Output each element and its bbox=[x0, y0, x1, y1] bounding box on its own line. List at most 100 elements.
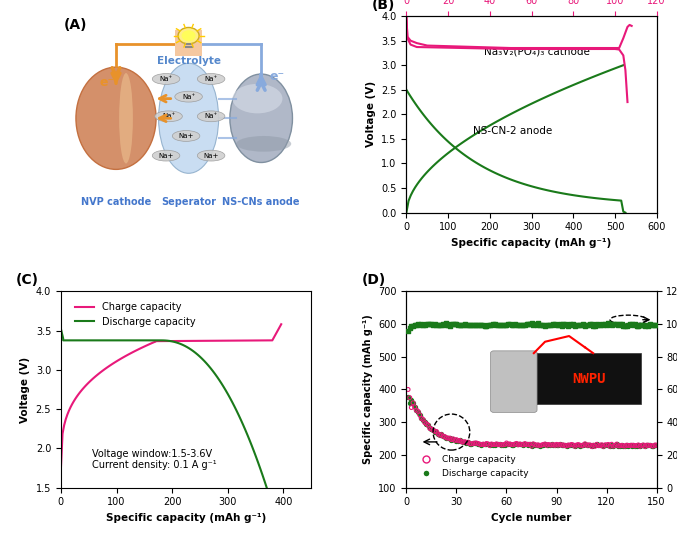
Point bbox=[525, 320, 536, 329]
Point bbox=[584, 320, 595, 329]
Point bbox=[630, 319, 640, 328]
Point bbox=[431, 427, 442, 436]
Ellipse shape bbox=[175, 91, 202, 102]
Point bbox=[435, 431, 445, 440]
Point bbox=[439, 433, 450, 441]
Point bbox=[436, 430, 447, 439]
Point bbox=[501, 440, 512, 449]
Point bbox=[406, 396, 417, 404]
Point bbox=[421, 420, 432, 428]
Point bbox=[411, 406, 422, 414]
Point bbox=[523, 319, 533, 328]
Point bbox=[605, 442, 615, 450]
Point bbox=[426, 425, 437, 434]
Point bbox=[500, 440, 510, 449]
Circle shape bbox=[178, 27, 199, 44]
Ellipse shape bbox=[173, 131, 200, 142]
Point bbox=[493, 321, 504, 329]
Ellipse shape bbox=[230, 74, 292, 162]
Ellipse shape bbox=[152, 150, 180, 161]
Point bbox=[623, 441, 634, 450]
Point bbox=[424, 424, 435, 433]
Point bbox=[451, 436, 462, 445]
Point bbox=[605, 442, 615, 451]
Point bbox=[569, 442, 580, 450]
Circle shape bbox=[181, 30, 196, 41]
Point bbox=[466, 440, 477, 448]
Point bbox=[503, 440, 514, 449]
Ellipse shape bbox=[232, 84, 282, 114]
Point bbox=[583, 321, 594, 329]
Point bbox=[538, 321, 548, 330]
Point bbox=[436, 430, 447, 438]
Point bbox=[429, 427, 440, 436]
Text: Na⁺: Na⁺ bbox=[162, 113, 175, 120]
Point bbox=[538, 440, 548, 449]
Text: (A): (A) bbox=[64, 18, 87, 32]
Point bbox=[410, 321, 420, 330]
Point bbox=[511, 321, 522, 329]
Point bbox=[634, 321, 645, 329]
Point bbox=[526, 319, 537, 327]
Point bbox=[609, 441, 620, 449]
Point bbox=[496, 321, 507, 329]
Point bbox=[578, 320, 589, 329]
Point bbox=[543, 441, 554, 450]
Point bbox=[573, 441, 584, 449]
Point bbox=[487, 440, 498, 449]
Point bbox=[491, 440, 502, 448]
Point bbox=[460, 437, 471, 446]
Point bbox=[531, 441, 542, 449]
Point bbox=[616, 320, 627, 329]
Point bbox=[518, 441, 529, 449]
Point bbox=[471, 439, 482, 448]
Point bbox=[486, 321, 497, 329]
Point bbox=[608, 442, 619, 450]
Point bbox=[483, 440, 494, 448]
Point bbox=[645, 441, 655, 450]
Point bbox=[411, 321, 422, 329]
Point bbox=[628, 321, 638, 329]
Point bbox=[581, 321, 592, 329]
Point bbox=[550, 441, 561, 450]
Point bbox=[458, 438, 468, 446]
Point bbox=[485, 441, 496, 449]
Point bbox=[606, 440, 617, 449]
Point bbox=[479, 440, 490, 449]
Point bbox=[638, 441, 649, 449]
Point bbox=[464, 440, 475, 448]
Point bbox=[596, 441, 607, 449]
Point bbox=[546, 440, 557, 449]
Point bbox=[450, 436, 460, 444]
Text: NVP cathode: NVP cathode bbox=[81, 197, 151, 207]
Point bbox=[462, 438, 473, 446]
Text: NS-CNs anode: NS-CNs anode bbox=[223, 197, 300, 207]
Point bbox=[475, 440, 485, 448]
Point bbox=[636, 321, 647, 329]
Point bbox=[426, 425, 437, 434]
FancyBboxPatch shape bbox=[175, 30, 202, 56]
Point bbox=[598, 442, 609, 450]
Point bbox=[462, 321, 473, 330]
Point bbox=[446, 435, 457, 444]
Point bbox=[481, 440, 492, 448]
Point bbox=[640, 322, 651, 330]
Point bbox=[641, 321, 652, 329]
Point bbox=[559, 441, 570, 450]
Point bbox=[619, 442, 630, 450]
Point bbox=[625, 320, 636, 329]
Point bbox=[565, 441, 575, 449]
Point bbox=[558, 441, 569, 449]
Point bbox=[638, 441, 649, 449]
Point bbox=[516, 321, 527, 329]
Point bbox=[439, 433, 450, 441]
Point bbox=[598, 442, 609, 451]
Point bbox=[404, 393, 415, 402]
Point bbox=[481, 440, 492, 448]
Point bbox=[608, 320, 619, 329]
X-axis label: Specific capacity (mAh g⁻¹): Specific capacity (mAh g⁻¹) bbox=[106, 513, 266, 523]
Point bbox=[571, 321, 582, 330]
Point bbox=[634, 442, 645, 450]
Legend: Charge capacity, Discharge capacity: Charge capacity, Discharge capacity bbox=[414, 451, 533, 481]
Point bbox=[583, 441, 594, 449]
